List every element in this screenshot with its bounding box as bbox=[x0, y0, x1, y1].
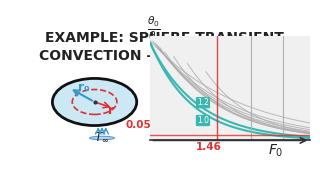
Text: CONVECTION - HEISLER CHARTS: CONVECTION - HEISLER CHARTS bbox=[39, 49, 289, 63]
Text: $F_0$: $F_0$ bbox=[268, 142, 283, 159]
Text: 1.2: 1.2 bbox=[197, 98, 209, 107]
Text: 1.46: 1.46 bbox=[195, 142, 221, 152]
Text: 0.05: 0.05 bbox=[126, 120, 152, 130]
Text: r₀: r₀ bbox=[78, 81, 90, 94]
Text: r: r bbox=[108, 104, 114, 117]
Text: EXAMPLE: SPHERE TRANSIENT: EXAMPLE: SPHERE TRANSIENT bbox=[44, 31, 284, 45]
Circle shape bbox=[52, 78, 137, 126]
Text: 1.0: 1.0 bbox=[197, 116, 209, 125]
Ellipse shape bbox=[90, 136, 115, 140]
Text: $T_\infty$: $T_\infty$ bbox=[94, 131, 109, 144]
Text: $\frac{\theta_0}{\theta_i}$: $\frac{\theta_0}{\theta_i}$ bbox=[147, 14, 161, 44]
